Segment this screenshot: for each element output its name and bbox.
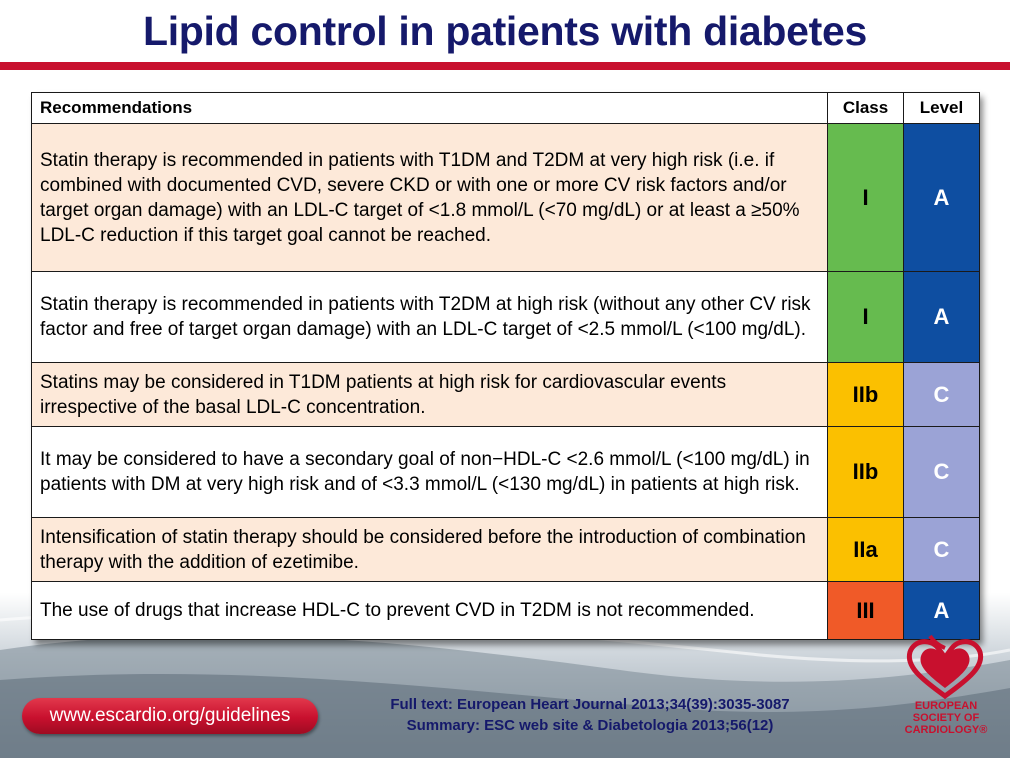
guidelines-link[interactable]: www.escardio.org/guidelines xyxy=(22,698,318,734)
header-recommendations: Recommendations xyxy=(31,92,828,124)
esc-logo-text: EUROPEAN SOCIETY OF CARDIOLOGY® xyxy=(896,700,996,736)
class-badge: I xyxy=(827,123,904,272)
class-badge: I xyxy=(827,271,904,363)
recommendation-text: Statin therapy is recommended in patient… xyxy=(31,123,828,272)
table-row: Statin therapy is recommended in patient… xyxy=(31,123,980,272)
table-row: Statins may be considered in T1DM patien… xyxy=(31,362,980,427)
table-row: It may be considered to have a secondary… xyxy=(31,426,980,518)
level-badge: A xyxy=(903,271,980,363)
recommendation-text: Statins may be considered in T1DM patien… xyxy=(31,362,828,427)
esc-heart-logo-icon xyxy=(906,634,984,700)
table-row: The use of drugs that increase HDL-C to … xyxy=(31,581,980,640)
table-header-row: Recommendations Class Level xyxy=(31,92,980,124)
reference-text: Full text: European Heart Journal 2013;3… xyxy=(340,694,840,736)
recommendations-table-container: Recommendations Class Level Statin thera… xyxy=(31,92,980,640)
level-badge: C xyxy=(903,362,980,427)
header-level: Level xyxy=(903,92,980,124)
class-badge: III xyxy=(827,581,904,640)
header-class: Class xyxy=(827,92,904,124)
slide-title: Lipid control in patients with diabetes xyxy=(142,8,868,54)
reference-summary: Summary: ESC web site & Diabetologia 201… xyxy=(406,717,774,734)
level-badge: C xyxy=(903,426,980,518)
reference-full-text: Full text: European Heart Journal 2013;3… xyxy=(390,696,790,713)
table-row: Statin therapy is recommended in patient… xyxy=(31,271,980,363)
class-badge: IIb xyxy=(827,426,904,518)
logo-line: EUROPEAN xyxy=(914,700,978,712)
level-badge: A xyxy=(903,581,980,640)
class-badge: IIa xyxy=(827,517,904,582)
recommendations-table: Recommendations Class Level Statin thera… xyxy=(31,92,980,640)
recommendation-text: The use of drugs that increase HDL-C to … xyxy=(31,581,828,640)
level-badge: C xyxy=(903,517,980,582)
recommendation-text: Intensification of statin therapy should… xyxy=(31,517,828,582)
table-row: Intensification of statin therapy should… xyxy=(31,517,980,582)
logo-line: CARDIOLOGY® xyxy=(904,724,988,736)
recommendation-text: It may be considered to have a secondary… xyxy=(31,426,828,518)
recommendation-text: Statin therapy is recommended in patient… xyxy=(31,271,828,363)
class-badge: IIb xyxy=(827,362,904,427)
title-divider xyxy=(0,62,1010,70)
level-badge: A xyxy=(903,123,980,272)
logo-line: SOCIETY OF xyxy=(912,712,980,724)
